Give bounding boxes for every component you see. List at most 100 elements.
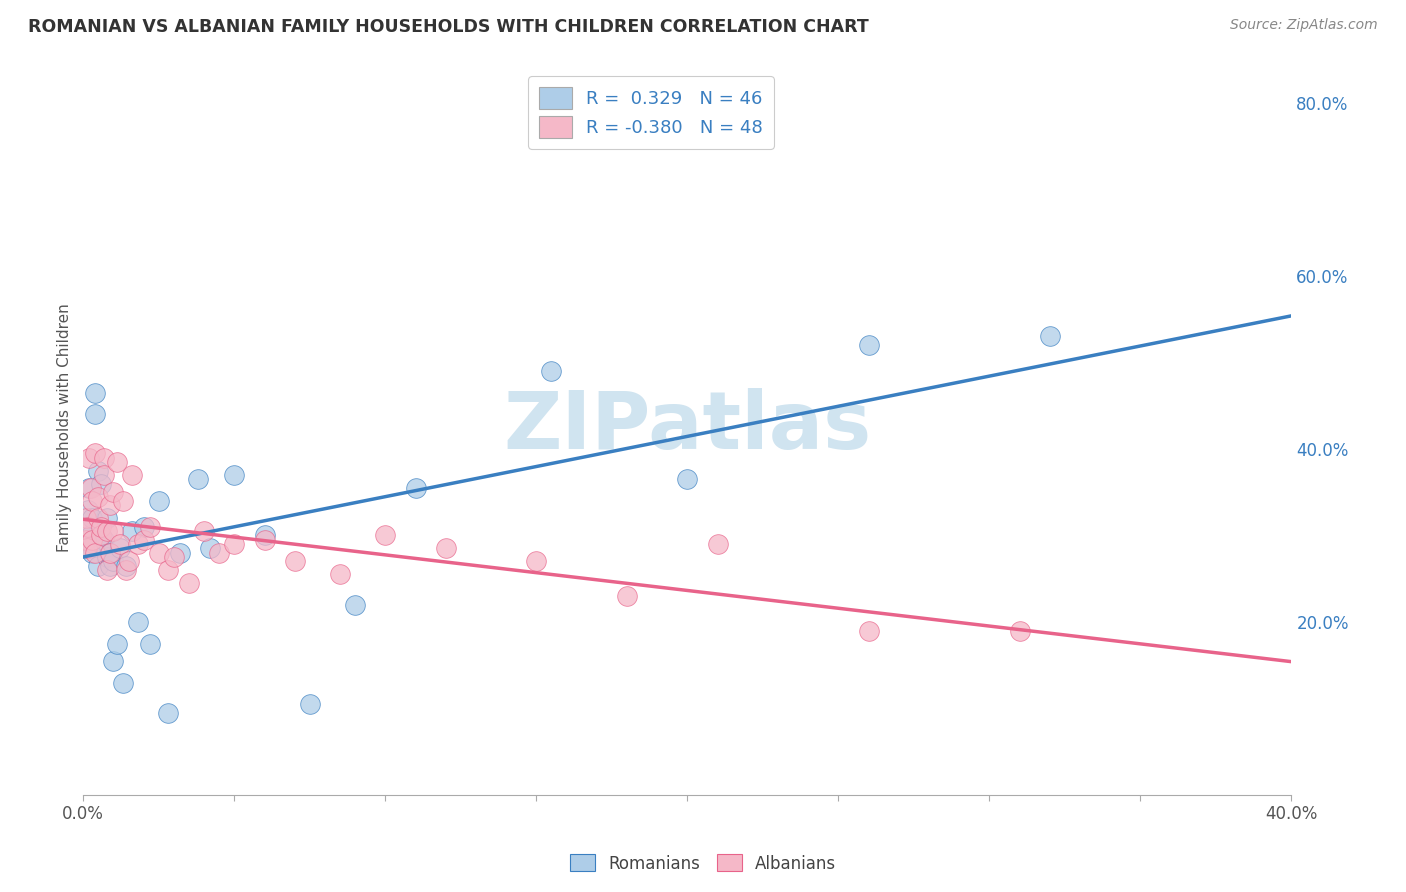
Point xyxy=(108,541,131,556)
Point xyxy=(858,624,880,638)
Point xyxy=(96,550,118,565)
Point xyxy=(114,558,136,573)
Text: ROMANIAN VS ALBANIAN FAMILY HOUSEHOLDS WITH CHILDREN CORRELATION CHART: ROMANIAN VS ALBANIAN FAMILY HOUSEHOLDS W… xyxy=(28,18,869,36)
Point xyxy=(76,502,98,516)
Point xyxy=(93,450,115,465)
Point xyxy=(706,537,728,551)
Point xyxy=(103,485,125,500)
Point xyxy=(93,541,115,556)
Point xyxy=(80,528,103,542)
Point xyxy=(90,476,112,491)
Point xyxy=(284,554,307,568)
Point xyxy=(105,455,128,469)
Point xyxy=(87,490,110,504)
Point xyxy=(90,528,112,542)
Point xyxy=(405,481,427,495)
Point xyxy=(87,511,110,525)
Point xyxy=(224,537,246,551)
Point xyxy=(434,541,457,556)
Point xyxy=(90,528,112,542)
Point xyxy=(93,533,115,547)
Point xyxy=(103,654,125,668)
Point xyxy=(117,554,139,568)
Legend: Romanians, Albanians: Romanians, Albanians xyxy=(564,847,842,880)
Point xyxy=(75,541,97,556)
Point xyxy=(100,558,122,573)
Point xyxy=(90,520,112,534)
Point xyxy=(82,546,104,560)
Point xyxy=(253,528,276,542)
Point xyxy=(105,637,128,651)
Point xyxy=(132,533,155,547)
Point xyxy=(84,446,107,460)
Point xyxy=(253,533,276,547)
Point xyxy=(524,554,547,568)
Point xyxy=(76,541,98,556)
Point xyxy=(87,558,110,573)
Point xyxy=(187,472,209,486)
Point xyxy=(198,541,221,556)
Point xyxy=(80,481,103,495)
Point xyxy=(84,385,107,400)
Point xyxy=(208,546,231,560)
Point xyxy=(169,546,191,560)
Text: ZIPatlas: ZIPatlas xyxy=(503,388,872,467)
Legend: R =  0.329   N = 46, R = -0.380   N = 48: R = 0.329 N = 46, R = -0.380 N = 48 xyxy=(529,76,773,149)
Point xyxy=(96,524,118,538)
Point xyxy=(87,464,110,478)
Point xyxy=(858,338,880,352)
Point xyxy=(103,554,125,568)
Point xyxy=(148,546,170,560)
Point xyxy=(132,520,155,534)
Point xyxy=(1008,624,1031,638)
Point xyxy=(96,511,118,525)
Point xyxy=(82,533,104,547)
Point xyxy=(93,467,115,482)
Y-axis label: Family Households with Children: Family Households with Children xyxy=(58,303,72,552)
Text: Source: ZipAtlas.com: Source: ZipAtlas.com xyxy=(1230,18,1378,32)
Point xyxy=(79,450,101,465)
Point xyxy=(193,524,215,538)
Point xyxy=(224,467,246,482)
Point xyxy=(177,576,200,591)
Point xyxy=(83,537,105,551)
Point xyxy=(96,563,118,577)
Point xyxy=(82,511,104,525)
Point xyxy=(540,364,562,378)
Point xyxy=(156,563,179,577)
Point xyxy=(84,408,107,422)
Point xyxy=(79,541,101,556)
Point xyxy=(76,520,98,534)
Point xyxy=(676,472,699,486)
Point xyxy=(108,537,131,551)
Point xyxy=(76,520,98,534)
Point xyxy=(298,697,321,711)
Point xyxy=(100,546,122,560)
Point xyxy=(121,524,143,538)
Point xyxy=(616,589,638,603)
Point xyxy=(163,550,186,565)
Point xyxy=(111,675,134,690)
Point xyxy=(75,533,97,547)
Point xyxy=(100,498,122,512)
Point xyxy=(127,537,149,551)
Point xyxy=(1039,329,1062,343)
Point xyxy=(344,598,367,612)
Point xyxy=(75,533,97,547)
Point xyxy=(82,494,104,508)
Point xyxy=(148,494,170,508)
Point xyxy=(329,567,352,582)
Point xyxy=(139,637,162,651)
Point xyxy=(111,494,134,508)
Point xyxy=(139,520,162,534)
Point xyxy=(156,706,179,720)
Point xyxy=(103,524,125,538)
Point xyxy=(127,615,149,629)
Point xyxy=(121,467,143,482)
Point xyxy=(100,546,122,560)
Point xyxy=(79,481,101,495)
Point xyxy=(75,511,97,525)
Point xyxy=(84,546,107,560)
Point xyxy=(374,528,396,542)
Point xyxy=(114,563,136,577)
